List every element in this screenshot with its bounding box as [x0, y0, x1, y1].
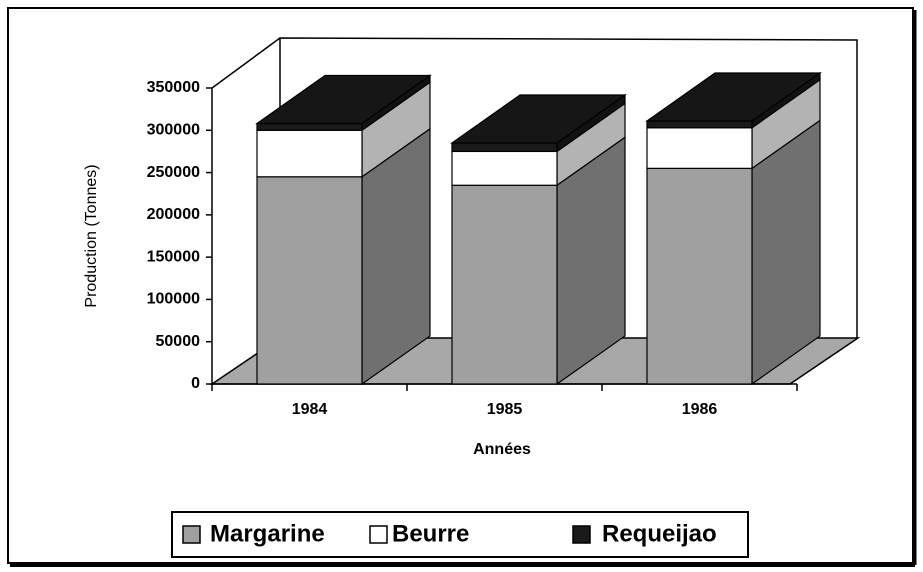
bar-top [450, 94, 627, 144]
bar-front [646, 127, 753, 169]
bar-front [451, 184, 558, 385]
side-wall [211, 37, 281, 89]
y-tick-label: 250000 [147, 164, 200, 181]
x-axis-title: Années [473, 441, 531, 458]
legend-label: Beurre [392, 520, 469, 547]
bar-segment [646, 119, 821, 386]
legend-swatch [369, 525, 388, 544]
y-tick-label: 350000 [147, 79, 200, 96]
bar-front [646, 120, 753, 129]
y-axis-title: Production (Tonnes) [83, 164, 100, 307]
bar-front [256, 129, 363, 178]
legend-label: Margarine [210, 520, 325, 547]
bar-segment [645, 71, 822, 129]
bar-segment [451, 102, 626, 187]
bar-top [255, 74, 432, 125]
legend-swatch [572, 525, 591, 544]
y-tick-label: 150000 [147, 248, 200, 265]
bar-segment [450, 93, 627, 153]
bar-segment [646, 78, 821, 170]
bar-front [451, 150, 558, 186]
bar-top [645, 72, 822, 122]
bar-segment [255, 74, 432, 132]
legend-swatch [182, 525, 201, 544]
x-tick-label: 1984 [292, 401, 328, 418]
y-tick-label: 50000 [156, 333, 201, 350]
y-tick-label: 0 [191, 375, 200, 392]
y-tick-label: 300000 [147, 122, 200, 139]
bar-front [451, 142, 558, 153]
x-tick-label: 1985 [487, 401, 523, 418]
bar-front [646, 167, 753, 385]
bar-segment [256, 127, 431, 386]
x-tick-label: 1986 [682, 401, 718, 418]
bar-front [256, 122, 363, 131]
legend [171, 511, 749, 558]
bar-front [256, 176, 363, 385]
y-tick-label: 100000 [147, 291, 200, 308]
legend-label: Requeijao [602, 520, 717, 547]
y-tick-label: 200000 [147, 206, 200, 223]
